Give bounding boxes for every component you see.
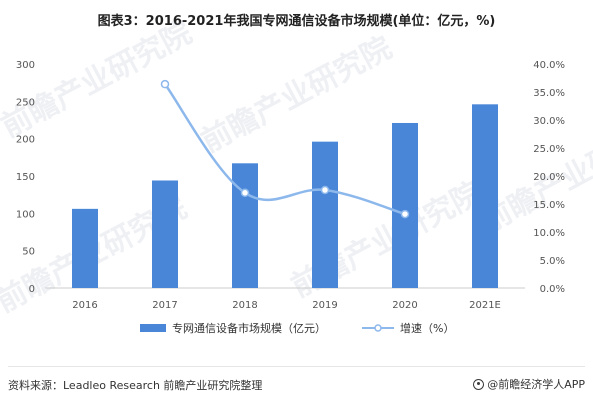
bar — [472, 104, 498, 288]
y-right-tick-label: 0.0% — [540, 284, 565, 295]
legend-swatch-bar — [140, 324, 166, 332]
y-left-tick-label: 50 — [22, 247, 35, 258]
y-left-tick-label: 200 — [16, 135, 35, 146]
bar — [312, 141, 338, 288]
bar — [72, 208, 98, 288]
brand-logo-icon — [473, 378, 485, 390]
y-left-tick-label: 300 — [16, 60, 35, 71]
growth-point — [400, 209, 410, 219]
x-tick-label: 2016 — [72, 300, 97, 311]
y-right-tick-label: 25.0% — [533, 144, 565, 155]
legend-swatch-point — [374, 324, 382, 332]
x-tick-label: 2017 — [152, 300, 177, 311]
brand-text: @前瞻经济学人APP — [487, 378, 585, 391]
y-right-tick-label: 10.0% — [533, 228, 565, 239]
growth-line — [163, 83, 406, 216]
growth-point — [240, 188, 250, 198]
y-right-tick-label: 15.0% — [533, 200, 565, 211]
y-right-tick-label: 30.0% — [533, 116, 565, 127]
x-tick-label: 2021E — [469, 300, 501, 311]
y-left-tick-label: 150 — [16, 172, 35, 183]
chart-area: 0 50 100 150 200 250 300 0.0% 5.0% 10.0% 15.0% 20.0… — [16, 60, 565, 335]
source-note: 资料来源：Leadleo Research 前瞻产业研究院整理 — [8, 379, 263, 392]
growth-point — [320, 185, 330, 195]
chart-title: 图表3：2016-2021年我国专网通信设备市场规模(单位：亿元，%) — [97, 14, 496, 29]
brand-credit: @前瞻经济学人APP — [473, 376, 585, 392]
footer-divider — [8, 366, 585, 367]
y-left-tick-label: 0 — [29, 284, 35, 295]
x-tick-label: 2019 — [312, 300, 337, 311]
bar — [392, 122, 418, 288]
y-left-tick-label: 100 — [16, 209, 35, 220]
x-tick-label: 2020 — [392, 300, 417, 311]
growth-point — [160, 79, 170, 89]
bar — [152, 180, 178, 288]
y-right-tick-label: 20.0% — [533, 172, 565, 183]
legend-label-bar: 专网通信设备市场规模（亿元） — [172, 321, 326, 335]
y-right-tick-label: 5.0% — [540, 256, 565, 267]
y-left-tick-label: 250 — [16, 97, 35, 108]
bar — [232, 163, 258, 288]
legend-label-line: 增速（%） — [400, 321, 454, 335]
y-right-tick-label: 40.0% — [533, 60, 565, 71]
x-tick-label: 2018 — [232, 300, 257, 311]
y-right-tick-label: 35.0% — [533, 88, 565, 99]
